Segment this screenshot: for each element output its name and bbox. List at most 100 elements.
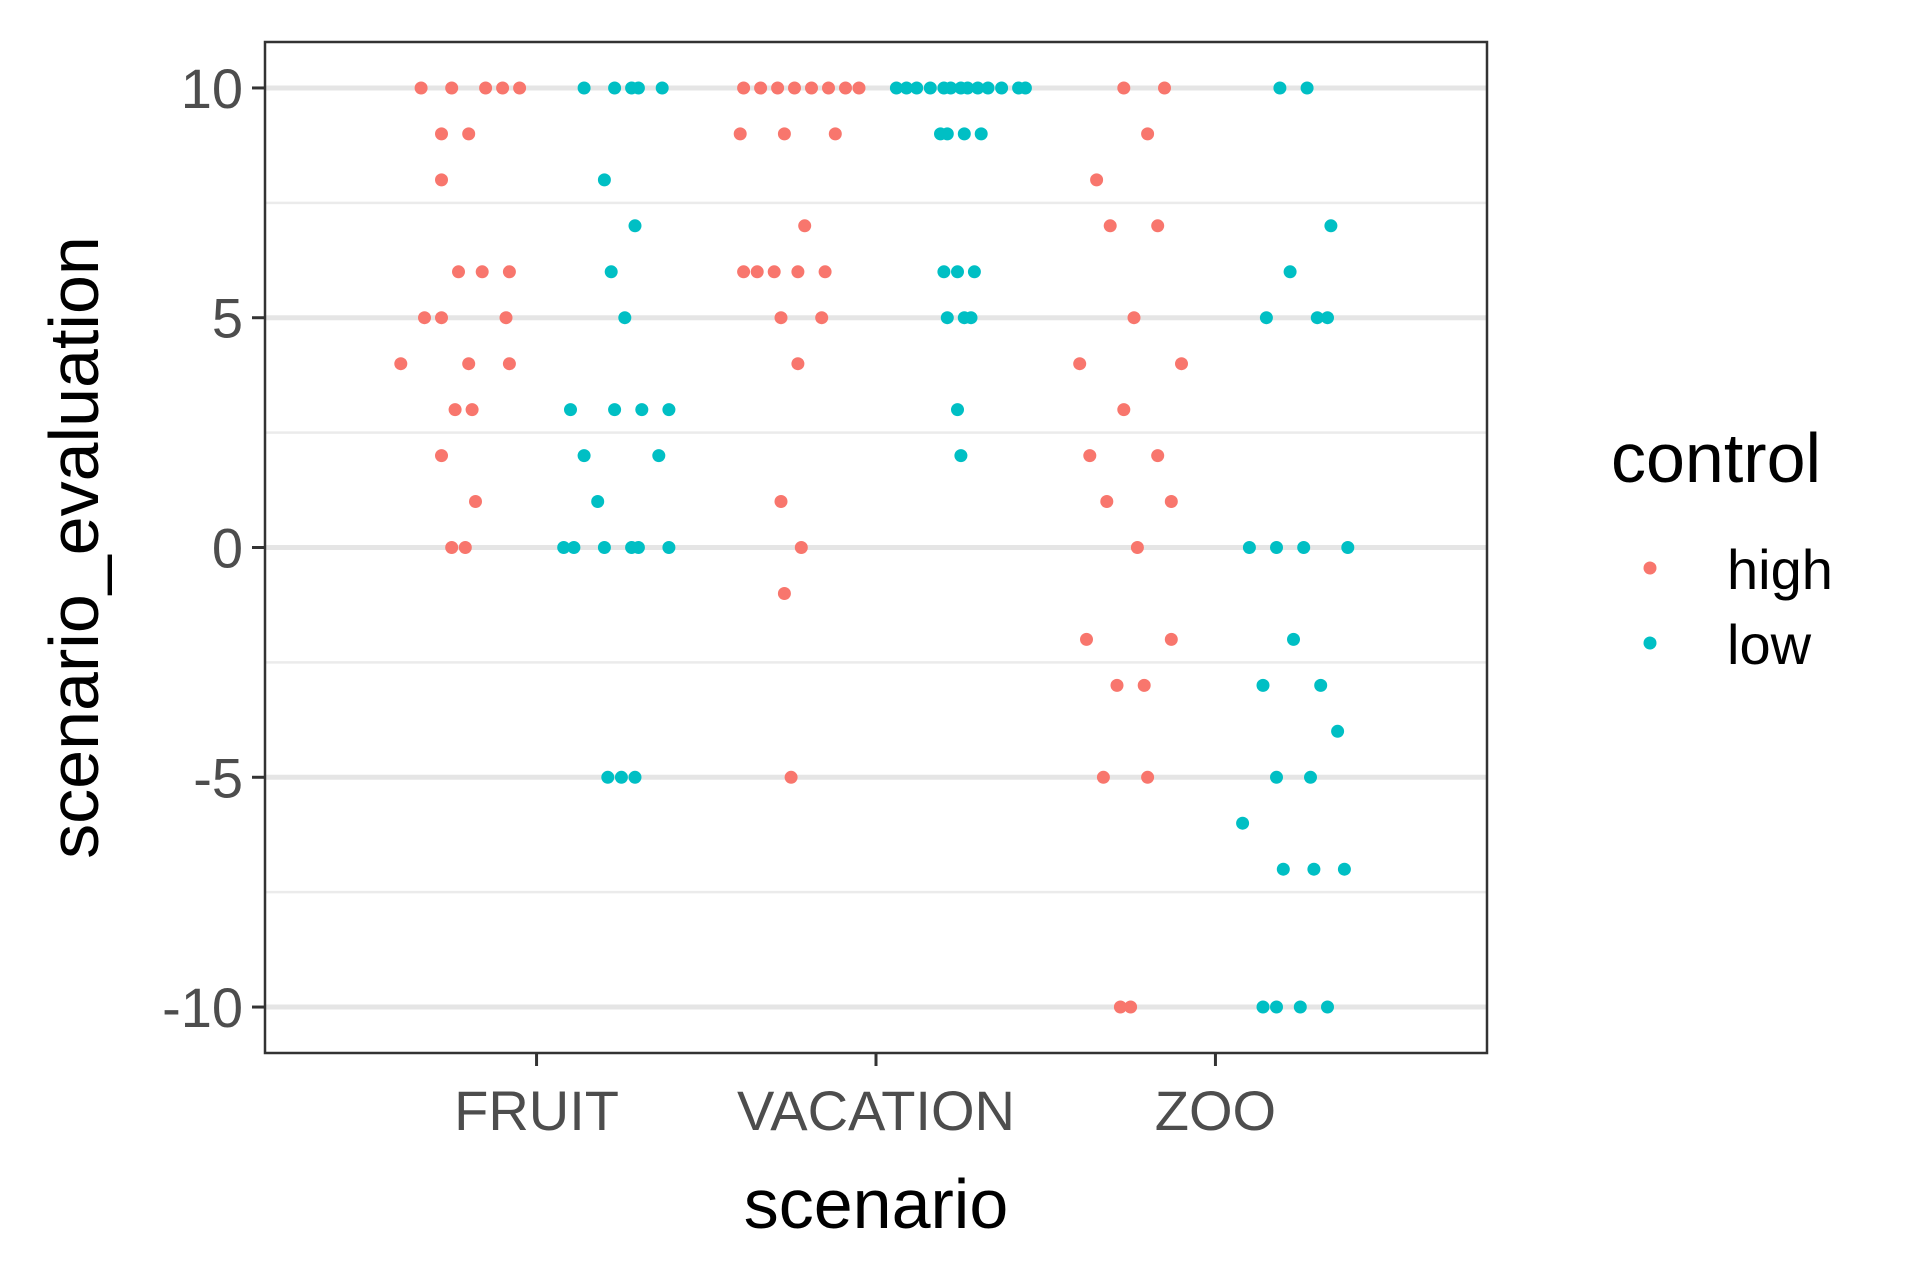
data-point-low: [1256, 678, 1270, 692]
data-point-high: [788, 81, 801, 95]
data-point-high: [1164, 495, 1178, 508]
data-point-low: [628, 770, 642, 784]
data-point-high: [435, 173, 448, 187]
data-point-high: [774, 495, 788, 508]
y-tick-label: -10: [162, 976, 243, 1039]
data-point-low: [597, 541, 611, 554]
data-point-low: [1321, 1000, 1334, 1014]
data-point-low: [940, 311, 954, 325]
data-point-high: [1175, 357, 1188, 371]
data-point-low: [618, 311, 632, 325]
data-point-high: [1151, 219, 1165, 233]
data-point-low: [1310, 311, 1324, 325]
data-point-low: [1307, 862, 1321, 876]
data-point-high: [465, 403, 479, 417]
data-point-low: [974, 127, 988, 141]
data-point-low: [1270, 770, 1283, 784]
data-point-high: [774, 311, 788, 325]
data-point-low: [951, 265, 964, 279]
data-point-low: [631, 541, 645, 554]
data-point-high: [798, 219, 812, 233]
legend-label-low: low: [1727, 613, 1812, 676]
data-point-high: [791, 265, 805, 279]
data-point-high: [750, 265, 764, 279]
data-point-low: [889, 81, 903, 95]
data-point-high: [458, 541, 472, 554]
data-point-high: [794, 541, 808, 554]
data-point-low: [1304, 770, 1317, 784]
data-point-high: [435, 449, 448, 463]
data-point-low: [1242, 541, 1256, 554]
data-point-low: [944, 81, 958, 95]
data-point-high: [496, 81, 510, 95]
data-point-high: [784, 770, 798, 784]
data-point-low: [937, 265, 951, 279]
data-point-low: [1293, 1000, 1307, 1014]
data-point-high: [1113, 1000, 1127, 1014]
data-point-low: [564, 403, 577, 417]
data-point-low: [1337, 862, 1351, 876]
data-point-low: [652, 449, 666, 463]
data-point-low: [957, 127, 971, 141]
data-point-low: [954, 449, 968, 463]
y-tick-label: 5: [212, 287, 243, 350]
data-point-high: [1083, 449, 1097, 463]
data-point-high: [852, 81, 866, 95]
data-point-high: [771, 81, 785, 95]
data-point-high: [499, 311, 513, 325]
data-point-low: [662, 403, 676, 417]
legend-title: control: [1611, 419, 1821, 497]
data-point-low: [910, 81, 924, 95]
x-tick-label: VACATION: [737, 1079, 1015, 1142]
data-point-high: [815, 311, 829, 325]
data-points: [394, 81, 1355, 1014]
data-point-high: [737, 81, 751, 95]
data-point-low: [577, 81, 591, 95]
data-point-high: [777, 587, 791, 600]
data-point-high: [445, 81, 459, 95]
legend-key-low: [1643, 636, 1657, 650]
data-point-low: [1270, 1000, 1283, 1014]
data-point-low: [940, 127, 954, 141]
data-point-low: [1283, 265, 1297, 279]
data-point-high: [394, 357, 408, 371]
data-point-high: [791, 357, 805, 371]
data-point-low: [635, 403, 649, 417]
data-point-low: [628, 219, 642, 233]
data-point-low: [900, 81, 913, 95]
data-point-low: [662, 541, 676, 554]
data-point-high: [1110, 678, 1124, 692]
data-point-high: [435, 311, 448, 325]
data-point-low: [597, 173, 611, 187]
data-point-low: [1276, 862, 1290, 876]
legend-key-high: [1643, 561, 1657, 575]
data-point-high: [462, 127, 476, 141]
data-point-high: [818, 265, 832, 279]
data-point-high: [1096, 770, 1110, 784]
data-point-high: [418, 311, 431, 325]
data-point-low: [631, 81, 645, 95]
data-point-low: [961, 81, 975, 95]
data-point-high: [475, 265, 489, 279]
data-point-low: [601, 770, 615, 784]
data-point-low: [1270, 541, 1283, 554]
x-tick-label: FRUIT: [454, 1079, 619, 1142]
data-point-low: [577, 449, 591, 463]
data-point-low: [655, 81, 669, 95]
data-point-low: [614, 770, 628, 784]
data-point-high: [737, 265, 751, 279]
data-point-high: [445, 541, 459, 554]
y-tick-label: -5: [193, 746, 243, 809]
data-point-low: [967, 265, 981, 279]
data-point-high: [1090, 173, 1104, 187]
data-point-high: [513, 81, 527, 95]
legend-entries: high low: [1643, 538, 1833, 676]
data-point-low: [1321, 311, 1334, 325]
data-point-low: [1018, 81, 1032, 95]
data-point-low: [971, 81, 985, 95]
data-point-high: [1158, 81, 1171, 95]
data-point-low: [995, 81, 1009, 95]
data-point-low: [981, 81, 995, 95]
y-tick-label: 10: [181, 57, 243, 120]
